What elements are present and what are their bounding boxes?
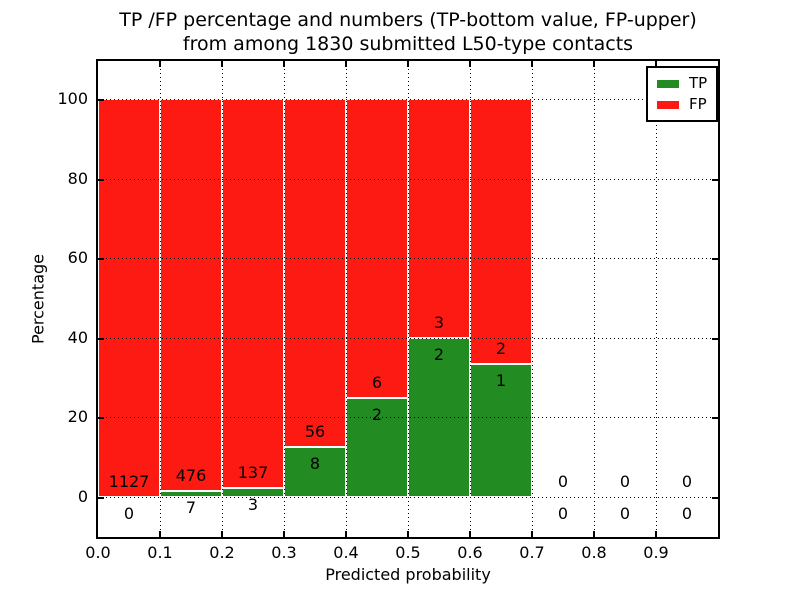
x-tickmark-top — [283, 61, 285, 67]
y-tickmark-right — [712, 417, 718, 420]
x-tickmark-bottom — [407, 531, 409, 537]
x-gridline-0.8 — [594, 61, 595, 537]
legend-item-tp: TP — [657, 73, 707, 94]
x-tickmark-bottom — [655, 531, 657, 537]
tp-count-label: 0 — [557, 504, 569, 523]
x-tickmark-bottom — [345, 531, 347, 537]
fp-count-label: 137 — [237, 463, 269, 483]
tp-count-label: 3 — [247, 495, 259, 515]
y-tickmark-left — [98, 497, 104, 499]
fp-count-label: 476 — [175, 466, 207, 486]
fp-bar — [222, 99, 284, 489]
x-gridline-0.2 — [222, 61, 223, 537]
x-tick-label: 0.2 — [209, 543, 235, 562]
y-tickmark-left — [98, 417, 104, 420]
chart-title-line1: TP /FP percentage and numbers (TP-bottom… — [119, 9, 697, 31]
y-tickmark-right — [712, 497, 718, 499]
y-tick-label: 40 — [67, 327, 88, 347]
fp-count-label: 56 — [304, 422, 326, 442]
tp-count-label: 0 — [681, 504, 693, 523]
x-tick-label: 0.1 — [147, 543, 173, 562]
y-tickmark-right — [712, 178, 718, 181]
x-tickmark-bottom — [469, 531, 471, 537]
x-tick-label: 0.9 — [643, 543, 669, 562]
bars-layer — [98, 61, 718, 537]
tick-marks-layer — [98, 61, 718, 537]
x-gridline-0.9 — [656, 61, 657, 537]
y-tickmark-left — [98, 178, 104, 181]
x-tick-label: 0.3 — [271, 543, 297, 562]
y-tickmark-right — [712, 258, 718, 261]
tp-count-label: 0 — [619, 504, 631, 523]
y-tick-label: 0 — [77, 487, 88, 506]
y-tickmark-right — [712, 337, 718, 340]
tp-count-label: 1 — [495, 371, 507, 391]
x-axis-label: Predicted probability — [325, 565, 491, 584]
y-tick-label: 60 — [67, 248, 88, 268]
fp-count-label: 3 — [433, 312, 445, 332]
tp-count-label: 0 — [123, 504, 135, 523]
x-tickmark-top — [531, 61, 533, 67]
x-tickmark-top — [655, 61, 657, 67]
fp-bar — [98, 99, 160, 497]
x-tickmark-top — [407, 61, 409, 67]
x-tickmark-bottom — [531, 531, 533, 537]
tp-count-label: 7 — [185, 498, 197, 518]
x-tickmark-top — [345, 61, 347, 67]
x-gridline-0.6 — [470, 61, 471, 537]
x-tick-label: 0.7 — [519, 543, 545, 562]
y-tickmark-left — [98, 99, 104, 101]
x-gridline-0.4 — [346, 61, 347, 537]
fp-bar — [160, 99, 222, 492]
y-tickmark-left — [98, 258, 104, 261]
fp-bar — [346, 99, 408, 398]
tp-bar — [470, 364, 532, 497]
tp-count-label: 8 — [309, 454, 321, 474]
tp-count-label: 2 — [433, 344, 445, 364]
chart-title: TP /FP percentage and numbers (TP-bottom… — [98, 8, 718, 56]
fp-count-label: 6 — [371, 372, 383, 392]
x-gridline-0.3 — [284, 61, 285, 537]
grid-layer — [98, 61, 718, 537]
x-tickmark-top — [221, 61, 223, 67]
x-gridline-0.5 — [408, 61, 409, 537]
x-tickmark-top — [593, 61, 595, 67]
fp-bar — [284, 99, 346, 448]
fp-count-label: 1127 — [108, 472, 150, 491]
x-tick-label: 0.8 — [581, 543, 607, 562]
y-tick-label: 20 — [67, 407, 88, 427]
tp-count-label: 2 — [371, 404, 383, 424]
y-tickmark-left — [98, 337, 104, 340]
x-gridline-0.7 — [532, 61, 533, 537]
x-tickmark-bottom — [283, 531, 285, 537]
x-tick-label: 0.5 — [395, 543, 421, 562]
fp-color-swatch — [657, 100, 679, 109]
x-tickmark-top — [159, 61, 161, 67]
legend-item-fp: FP — [657, 94, 707, 115]
legend-label-tp: TP — [689, 74, 708, 92]
x-tick-label: 0.4 — [333, 543, 359, 562]
y-tick-label: 80 — [67, 168, 88, 188]
plot-area: 1127 0 476 7 137 3 56 8 6 2 3 2 2 1 0 0 0 0 0 0 TP FP — [96, 59, 720, 539]
fp-count-label: 0 — [681, 472, 693, 491]
x-tickmark-bottom — [159, 531, 161, 537]
x-tickmark-bottom — [221, 531, 223, 537]
bar-count-labels-layer: 1127 0 476 7 137 3 56 8 6 2 3 2 2 1 0 0 0 0 0 0 — [98, 61, 718, 537]
x-gridline-0.1 — [160, 61, 161, 537]
fp-count-label: 0 — [557, 472, 569, 491]
legend-label-fp: FP — [689, 95, 707, 113]
fp-count-label: 0 — [619, 472, 631, 491]
chart-title-line2: from among 1830 submitted L50-type conta… — [182, 33, 634, 55]
x-tick-label: 0.0 — [85, 543, 111, 562]
x-tickmark-bottom — [593, 531, 595, 537]
tp-color-swatch — [657, 79, 679, 88]
y-tick-label: 100 — [57, 89, 88, 108]
x-tickmark-top — [469, 61, 471, 67]
legend: TP FP — [646, 66, 719, 122]
fp-count-label: 2 — [495, 339, 507, 359]
x-tick-label: 0.6 — [457, 543, 483, 562]
